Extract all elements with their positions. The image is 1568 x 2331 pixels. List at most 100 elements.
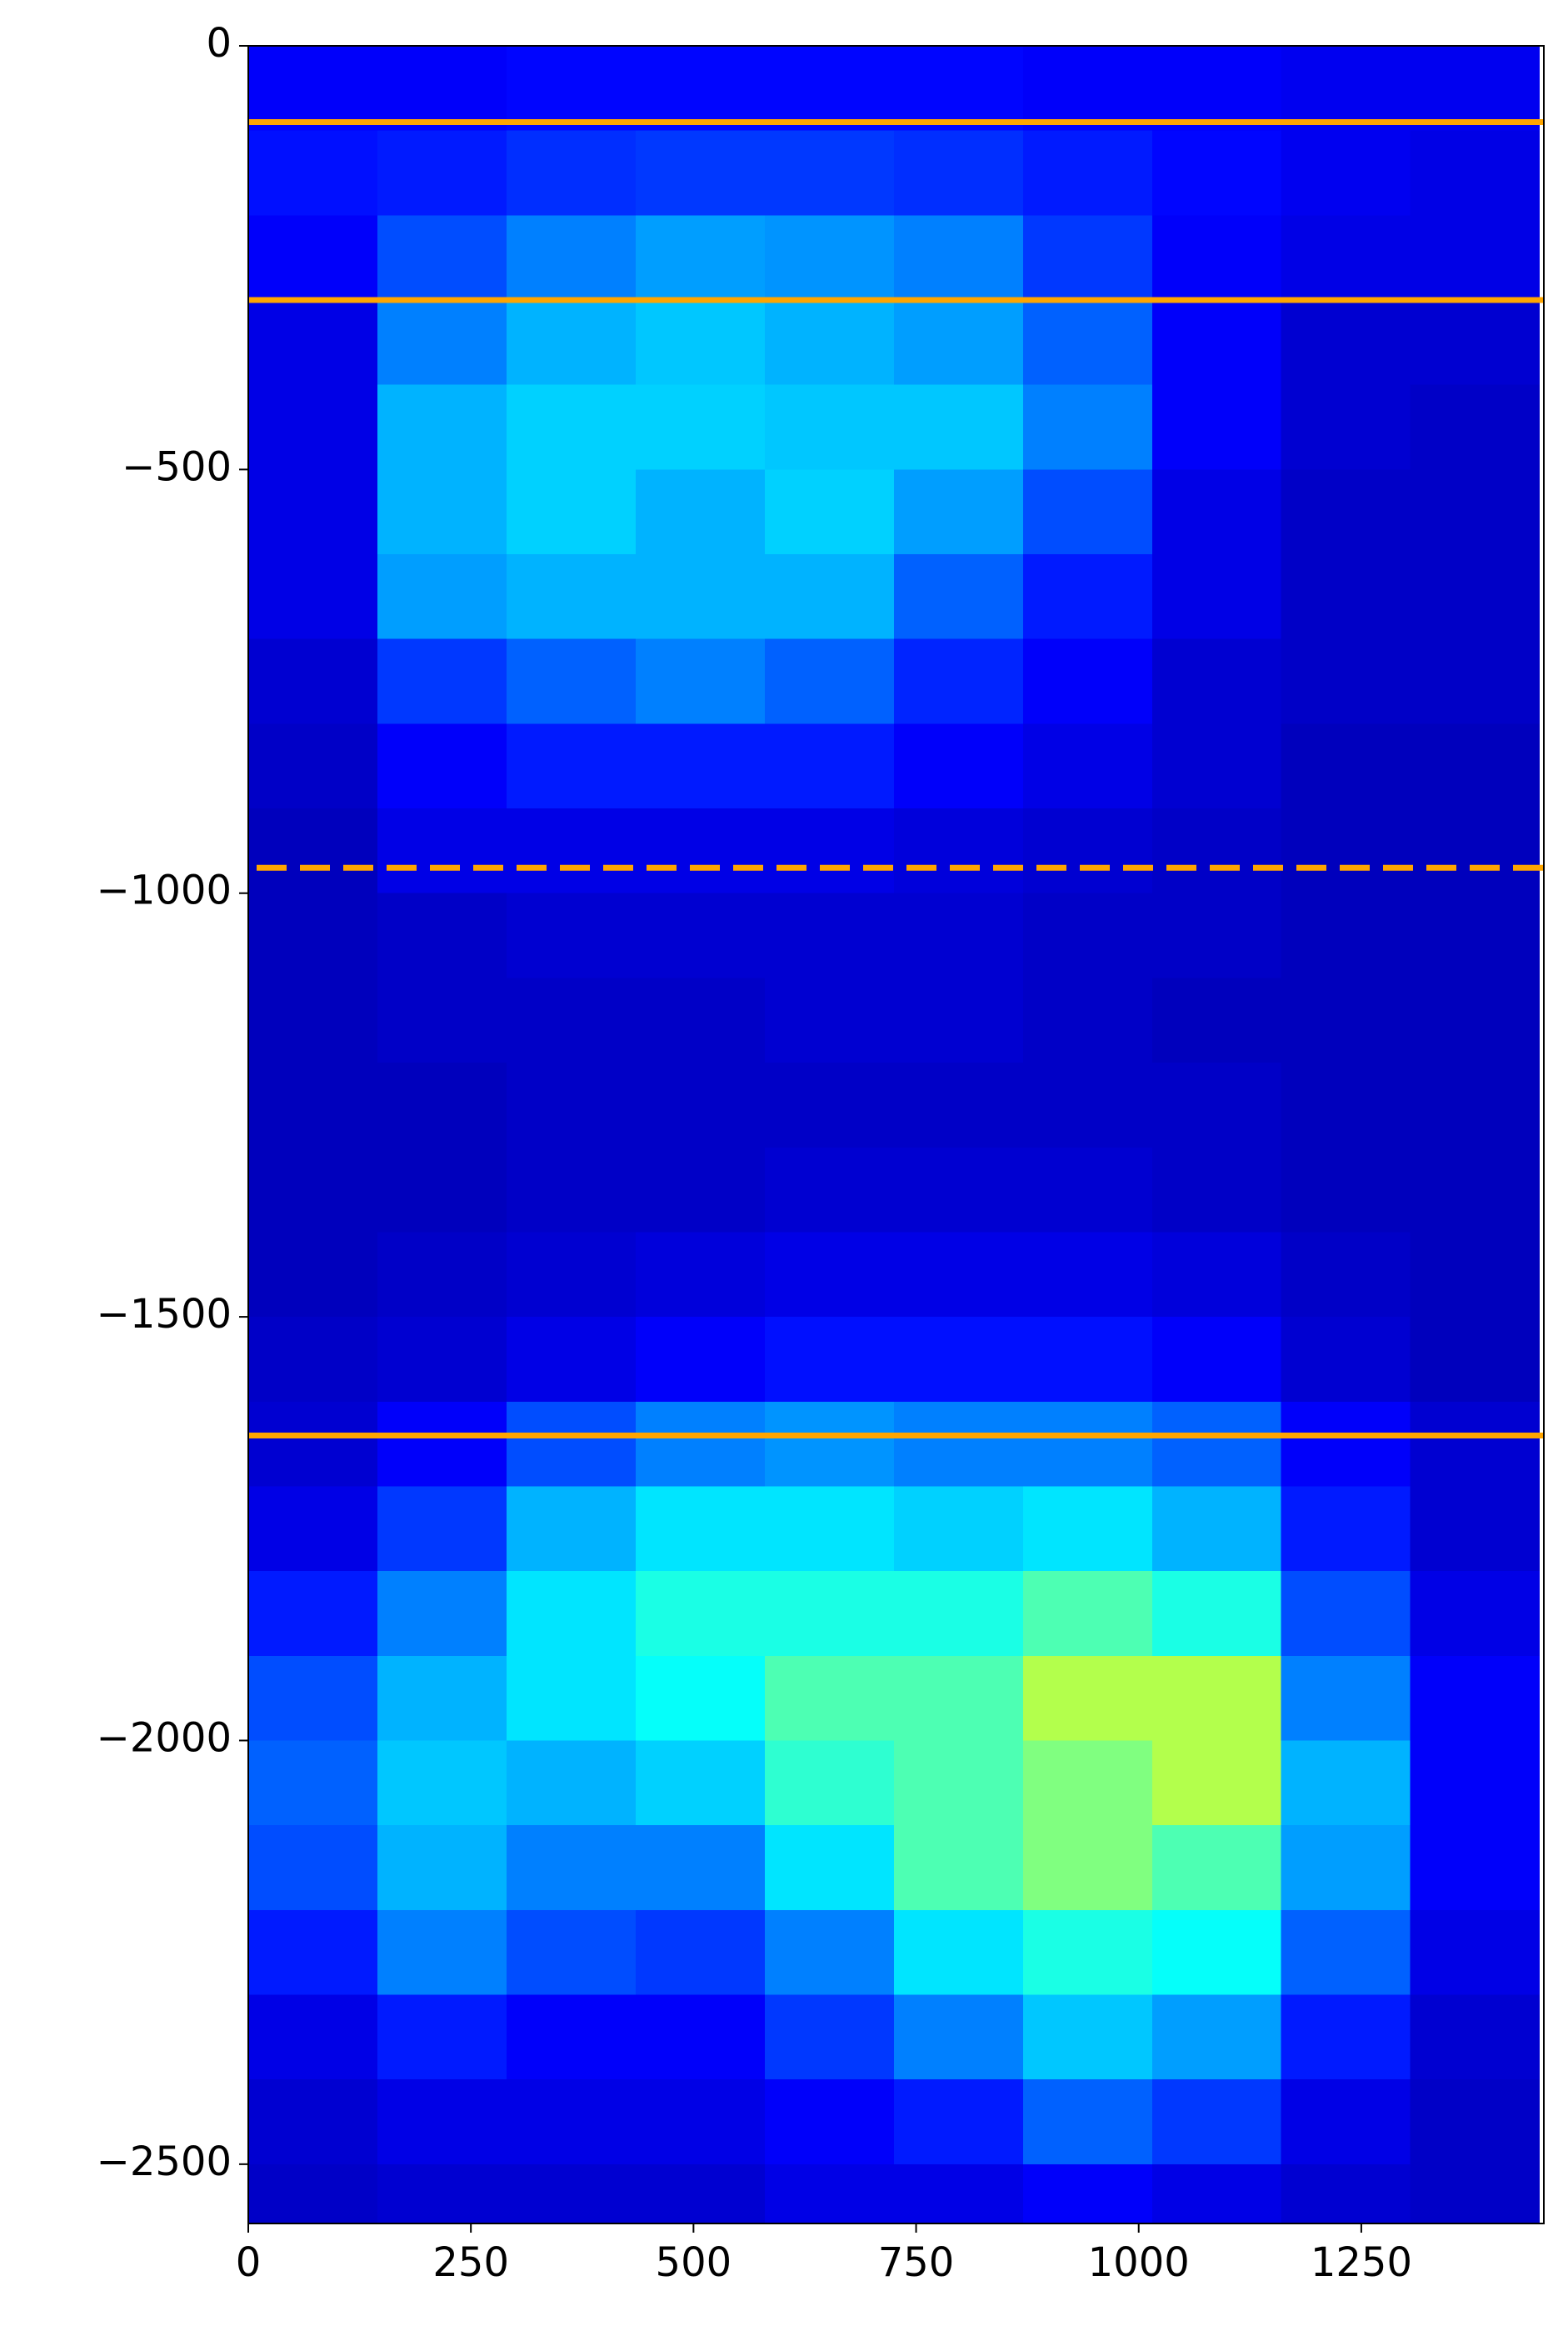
cell	[1022, 2163, 1153, 2223]
cell	[377, 1063, 507, 1148]
cell	[764, 1317, 895, 1403]
cell	[377, 1232, 507, 1318]
cell	[1151, 1909, 1282, 1995]
cell	[635, 2079, 766, 2165]
cell	[377, 215, 507, 301]
cell	[1281, 1994, 1411, 2080]
cell	[1410, 215, 1541, 301]
cell	[506, 1063, 637, 1148]
cell	[1410, 130, 1541, 216]
cell	[764, 469, 895, 555]
cell	[764, 1909, 895, 1995]
plot-frame	[247, 45, 1545, 2224]
cell	[635, 1825, 766, 1911]
cell	[893, 1740, 1024, 1826]
cell	[506, 1571, 637, 1657]
cell	[1022, 554, 1153, 640]
cell	[1022, 1740, 1153, 1826]
cell	[1022, 723, 1153, 809]
cell	[1410, 1232, 1541, 1318]
cell	[635, 808, 766, 894]
cell	[1410, 1571, 1541, 1657]
cell	[764, 2163, 895, 2223]
cell	[1410, 1317, 1541, 1403]
cell	[1022, 1571, 1153, 1657]
cell	[377, 638, 507, 724]
cell	[1022, 300, 1153, 386]
cell	[377, 1317, 507, 1403]
cell	[1410, 2079, 1541, 2165]
cell	[377, 1147, 507, 1233]
cell	[1410, 1063, 1541, 1148]
cell	[377, 808, 507, 894]
cell	[1410, 978, 1541, 1063]
cell	[506, 2079, 637, 2165]
cell	[893, 1147, 1024, 1233]
cell	[764, 1740, 895, 1826]
cell	[1410, 384, 1541, 470]
cell	[635, 1909, 766, 1995]
cell	[764, 808, 895, 894]
cell	[764, 1825, 895, 1911]
cell	[635, 638, 766, 724]
cell	[893, 808, 1024, 894]
cell	[1281, 46, 1411, 132]
cell	[377, 1740, 507, 1826]
cell	[893, 1825, 1024, 1911]
cell	[764, 723, 895, 809]
cell	[764, 130, 895, 216]
cell	[1022, 1317, 1153, 1403]
cell	[1281, 300, 1411, 386]
cell	[764, 638, 895, 724]
cell	[377, 130, 507, 216]
cell	[248, 46, 378, 132]
cell	[506, 300, 637, 386]
cell	[1151, 46, 1282, 132]
y-tick-label: −2000	[97, 1714, 232, 1761]
cell	[248, 554, 378, 640]
cell	[1281, 723, 1411, 809]
cell	[635, 1232, 766, 1318]
cell	[764, 1994, 895, 2080]
cell	[248, 2163, 378, 2223]
x-tick-label: 250	[432, 2239, 509, 2286]
cell	[1151, 1063, 1282, 1148]
cell	[635, 1317, 766, 1403]
cell	[1022, 46, 1153, 132]
cell	[893, 1317, 1024, 1403]
cell	[1151, 978, 1282, 1063]
cell	[764, 1232, 895, 1318]
reference-lines	[248, 119, 1544, 1438]
cell	[1410, 1740, 1541, 1826]
cell	[635, 384, 766, 470]
cell	[1022, 1063, 1153, 1148]
cell	[506, 2163, 637, 2223]
cell	[377, 1825, 507, 1911]
y-tick-label: −1000	[97, 868, 232, 914]
cell	[1281, 638, 1411, 724]
x-tick-label: 750	[878, 2239, 955, 2286]
cell	[893, 1486, 1024, 1572]
cell	[248, 1317, 378, 1403]
cell	[377, 2079, 507, 2165]
cell	[1022, 1232, 1153, 1318]
cell	[635, 130, 766, 216]
cell	[893, 1571, 1024, 1657]
x-tick-label: 1000	[1088, 2239, 1190, 2286]
cell	[764, 1401, 895, 1487]
cell	[1281, 2079, 1411, 2165]
cell	[1281, 1147, 1411, 1233]
cell	[506, 638, 637, 724]
cell	[1281, 130, 1411, 216]
cell	[635, 893, 766, 978]
cell	[506, 1655, 637, 1741]
y-tick-label: −500	[122, 443, 232, 490]
cell	[506, 554, 637, 640]
cell	[1410, 469, 1541, 555]
cell	[506, 1825, 637, 1911]
cell	[1022, 2079, 1153, 2165]
cell	[893, 300, 1024, 386]
cell	[635, 1571, 766, 1657]
